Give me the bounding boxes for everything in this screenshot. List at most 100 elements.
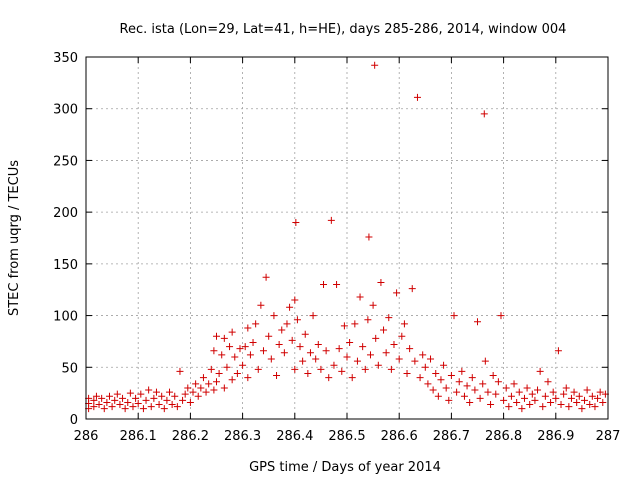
data-point bbox=[288, 336, 296, 344]
x-tick-label: 286.1 bbox=[120, 429, 157, 444]
data-point bbox=[403, 369, 411, 377]
data-point bbox=[520, 394, 528, 402]
x-tick-label: 286 bbox=[74, 429, 99, 444]
y-tick-label: 300 bbox=[53, 103, 78, 118]
data-point bbox=[547, 398, 555, 406]
data-point bbox=[246, 351, 254, 359]
data-point bbox=[500, 396, 508, 404]
data-point bbox=[377, 278, 385, 286]
data-point bbox=[552, 394, 560, 402]
data-point bbox=[213, 378, 220, 386]
data-point bbox=[445, 396, 453, 404]
data-point bbox=[421, 363, 429, 371]
data-point bbox=[202, 388, 210, 396]
data-point bbox=[322, 347, 330, 355]
data-point bbox=[343, 353, 351, 361]
data-point bbox=[348, 374, 356, 382]
data-point bbox=[270, 312, 278, 320]
data-point bbox=[320, 281, 328, 289]
data-point bbox=[335, 345, 343, 353]
data-point bbox=[207, 365, 215, 373]
data-point bbox=[218, 351, 226, 359]
data-point bbox=[145, 386, 153, 394]
data-point bbox=[581, 396, 589, 404]
data-point bbox=[166, 388, 174, 396]
data-point bbox=[280, 349, 288, 357]
data-point bbox=[526, 401, 534, 409]
data-point bbox=[278, 326, 286, 334]
data-point bbox=[390, 341, 398, 349]
data-point bbox=[583, 386, 591, 394]
data-point bbox=[155, 401, 163, 409]
data-point bbox=[231, 353, 239, 361]
data-point bbox=[233, 369, 241, 377]
data-point bbox=[283, 320, 291, 328]
data-point bbox=[228, 376, 236, 384]
data-point bbox=[252, 320, 260, 328]
data-point bbox=[121, 405, 129, 413]
data-point bbox=[306, 349, 314, 357]
data-point bbox=[536, 367, 544, 375]
data-point bbox=[510, 380, 518, 388]
data-points bbox=[85, 61, 609, 413]
data-point bbox=[474, 318, 481, 326]
data-point bbox=[241, 343, 249, 351]
data-point bbox=[314, 341, 322, 349]
data-point bbox=[476, 394, 484, 402]
data-point bbox=[292, 218, 300, 226]
data-point bbox=[562, 384, 570, 392]
x-tick-label: 286.7 bbox=[433, 429, 470, 444]
data-point bbox=[353, 357, 361, 365]
data-point bbox=[90, 396, 98, 404]
data-point bbox=[374, 361, 382, 369]
data-point bbox=[194, 392, 202, 400]
data-point bbox=[513, 398, 521, 406]
data-point bbox=[398, 332, 406, 340]
data-point bbox=[330, 361, 338, 369]
data-point bbox=[254, 365, 262, 373]
x-tick-label: 287 bbox=[596, 429, 621, 444]
data-point bbox=[434, 392, 442, 400]
data-point bbox=[267, 355, 275, 363]
y-tick-label: 200 bbox=[53, 206, 78, 221]
data-point bbox=[419, 351, 427, 359]
data-point bbox=[442, 384, 450, 392]
data-point bbox=[346, 338, 354, 346]
data-point bbox=[199, 374, 207, 382]
data-point bbox=[531, 396, 539, 404]
data-point bbox=[359, 343, 367, 351]
data-point bbox=[437, 376, 445, 384]
data-point bbox=[111, 396, 119, 404]
data-point bbox=[479, 380, 487, 388]
data-point bbox=[366, 351, 374, 359]
data-point bbox=[259, 347, 267, 355]
data-point bbox=[215, 369, 223, 377]
data-point bbox=[440, 361, 448, 369]
data-point bbox=[380, 326, 388, 334]
data-point bbox=[424, 380, 432, 388]
data-point bbox=[408, 285, 416, 293]
data-point bbox=[152, 388, 160, 396]
data-point bbox=[466, 398, 474, 406]
x-axis: 286 286.1 286.2 286.3 286.4 286.5 286.6 286.7 28… bbox=[74, 57, 621, 444]
data-point bbox=[210, 347, 218, 355]
data-point bbox=[150, 394, 158, 402]
data-point bbox=[147, 403, 155, 411]
data-point bbox=[450, 312, 458, 320]
data-point bbox=[244, 374, 252, 382]
x-tick-label: 286.3 bbox=[224, 429, 261, 444]
data-point bbox=[560, 390, 568, 398]
data-point bbox=[257, 301, 265, 309]
data-point bbox=[168, 401, 176, 409]
data-point bbox=[413, 93, 421, 101]
data-point bbox=[197, 384, 205, 392]
data-point bbox=[160, 405, 168, 413]
chart-title: Rec. ista (Lon=29, Lat=41, h=HE), days 2… bbox=[120, 22, 567, 37]
data-point bbox=[304, 369, 312, 377]
data-point bbox=[406, 345, 414, 353]
data-point bbox=[411, 357, 419, 365]
data-point bbox=[105, 392, 113, 400]
data-point bbox=[103, 398, 111, 406]
data-point bbox=[205, 380, 213, 388]
data-point bbox=[364, 316, 372, 324]
